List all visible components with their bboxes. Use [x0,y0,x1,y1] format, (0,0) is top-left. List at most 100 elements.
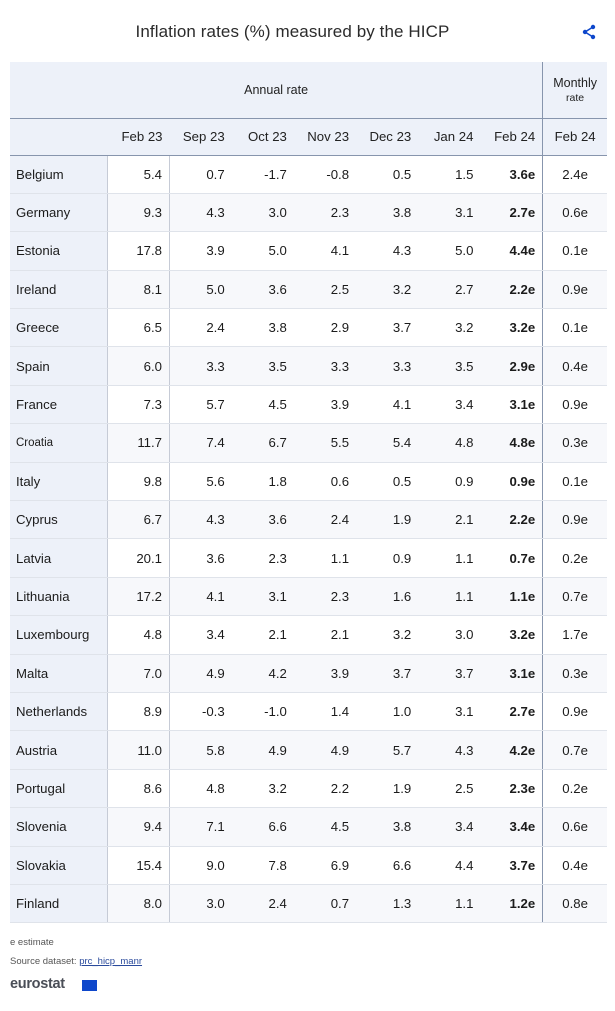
monthly-rate-header: Monthly rate [542,62,607,119]
monthly-rate-cell: 0.2e [542,538,607,578]
annual-rate-cell: 2.9e [480,346,544,386]
annual-rate-cell: 7.1 [169,807,232,847]
annual-rate-header: Annual rate [10,62,544,119]
annual-rate-cell: 6.7 [231,423,294,463]
annual-rate-cell: 7.4 [169,423,232,463]
annual-rate-cell: 8.9 [107,692,171,732]
source-dataset-link[interactable]: prc_hicp_manr [79,956,143,967]
annual-rate-cell: 9.8 [107,462,171,502]
country-cell: Spain [10,346,108,386]
country-cell: Greece [10,308,108,348]
annual-rate-cell: 3.7e [480,846,544,885]
country-cell: Cyprus [10,500,108,540]
annual-rate-cell: 0.7 [169,155,232,194]
annual-rate-cell: 4.3 [418,730,481,770]
annual-rate-cell: 3.4e [480,807,544,847]
annual-rate-cell: 9.0 [169,846,232,885]
country-cell: Lithuania [10,577,108,617]
annual-rate-cell: 3.3 [169,346,232,386]
annual-rate-cell: 1.2e [480,884,544,924]
chart-title: Inflation rates (%) measured by the HICP [135,22,450,41]
annual-rate-cell: 5.7 [356,730,419,770]
annual-rate-cell: 1.1e [480,577,544,617]
annual-rate-cell: 2.4 [169,308,232,348]
monthly-rate-cell: 0.3e [542,654,607,693]
annual-rate-cell: 9.3 [107,193,171,233]
annual-rate-cell: 4.8 [418,423,481,463]
annual-rate-cell: 4.4 [418,846,481,885]
annual-rate-cell: 3.2 [231,769,294,809]
annual-rate-cell: 1.5 [418,155,481,194]
country-cell: Estonia [10,231,108,271]
monthly-rate-cell: 0.4e [542,846,607,885]
annual-rate-cell: 1.1 [418,538,481,578]
annual-rate-cell: 4.8 [169,769,232,809]
table-container: Annual rate Monthly rate Feb 23 Sep 23 Oct… [10,62,607,924]
annual-rate-cell: 3.0 [169,884,232,924]
country-column-header [10,118,108,156]
annual-rate-cell: 5.0 [169,270,232,310]
country-cell: Slovakia [10,846,108,885]
annual-rate-cell: 3.2e [480,308,544,348]
column-header-8: Feb 24 [542,118,607,156]
annual-rate-cell: 2.4 [231,884,294,924]
annual-rate-cell: 3.8 [231,308,294,348]
monthly-rate-cell: 2.4e [542,155,607,194]
table-row: Germany 9.3 4.3 3.0 2.3 3.8 3.1 2.7e 0.6e [10,193,607,233]
annual-rate-cell: 3.1e [480,385,544,425]
annual-rate-cell: 2.4 [293,500,357,540]
annual-rate-cell: 0.5 [356,462,419,502]
monthly-rate-cell: 0.1e [542,462,607,502]
annual-rate-cell: 17.2 [107,577,171,617]
table-row: Italy 9.8 5.6 1.8 0.6 0.5 0.9 0.9e 0.1e [10,462,607,502]
annual-rate-cell: 6.9 [293,846,357,885]
country-cell: Austria [10,730,108,770]
estimate-note: e estimate [10,937,54,948]
annual-rate-cell: 2.5 [293,270,357,310]
annual-rate-cell: 2.3 [293,193,357,233]
annual-rate-cell: 4.4e [480,231,544,271]
annual-rate-cell: 1.9 [356,500,419,540]
annual-rate-cell: 3.1 [418,692,481,732]
annual-rate-cell: 2.1 [418,500,481,540]
annual-rate-cell: 3.8 [356,807,419,847]
column-header-5: Dec 23 [356,118,419,156]
eu-flag-icon [82,980,97,991]
column-header-1: Feb 23 [107,118,170,156]
monthly-label-line1: Monthly [553,75,597,90]
country-cell: Luxembourg [10,615,108,655]
annual-rate-cell: 0.7e [480,538,544,578]
annual-rate-cell: 6.0 [107,346,171,386]
annual-rate-cell: 6.6 [356,846,419,885]
country-cell: Latvia [10,538,108,578]
eurostat-logo[interactable]: eurostat [10,976,65,992]
column-header-7: Feb 24 [480,118,544,156]
annual-rate-cell: 3.6 [231,270,294,310]
annual-rate-cell: 0.9 [356,538,419,578]
table-row: Slovakia 15.4 9.0 7.8 6.9 6.6 4.4 3.7e 0.4e [10,846,607,885]
annual-rate-cell: 3.7 [356,308,419,348]
country-cell: Slovenia [10,807,108,847]
table-row: Malta 7.0 4.9 4.2 3.9 3.7 3.7 3.1e 0.3e [10,654,607,693]
annual-rate-cell: 2.2 [293,769,357,809]
annual-rate-cell: 4.9 [231,730,294,770]
annual-rate-cell: 3.7 [356,654,419,693]
annual-rate-cell: 8.1 [107,270,171,310]
annual-rate-cell: 3.3 [356,346,419,386]
table-row: Belgium 5.4 0.7 -1.7 -0.8 0.5 1.5 3.6e 2.4e [10,155,607,194]
annual-rate-cell: 3.1e [480,654,544,693]
annual-rate-cell: 3.1 [231,577,294,617]
annual-rate-cell: 4.9 [169,654,232,693]
annual-rate-cell: 4.8 [107,615,171,655]
annual-rate-cell: 4.1 [356,385,419,425]
annual-rate-cell: 1.0 [356,692,419,732]
annual-rate-cell: -0.8 [293,155,357,194]
annual-rate-cell: 1.1 [418,577,481,617]
annual-rate-cell: 1.1 [293,538,357,578]
annual-rate-cell: -0.3 [169,692,232,732]
share-icon[interactable] [581,24,597,40]
annual-rate-cell: 2.1 [231,615,294,655]
column-header-4: Nov 23 [293,118,357,156]
annual-rate-cell: 2.7e [480,193,544,233]
annual-rate-cell: 11.7 [107,423,171,463]
